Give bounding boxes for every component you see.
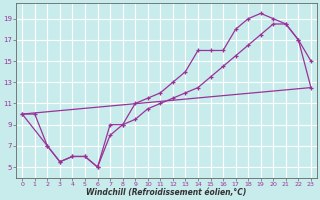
X-axis label: Windchill (Refroidissement éolien,°C): Windchill (Refroidissement éolien,°C) [86,188,247,197]
